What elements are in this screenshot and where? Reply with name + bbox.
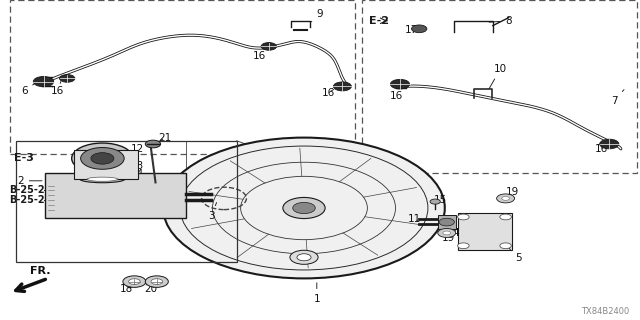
- Circle shape: [81, 148, 124, 169]
- Text: E-2: E-2: [369, 16, 388, 26]
- Text: 12: 12: [115, 144, 144, 155]
- Text: 1: 1: [314, 283, 320, 304]
- Circle shape: [443, 231, 451, 235]
- Circle shape: [261, 43, 276, 50]
- Text: 16: 16: [253, 46, 268, 61]
- Circle shape: [430, 199, 440, 204]
- Text: 7: 7: [611, 90, 624, 106]
- Text: 16: 16: [390, 87, 403, 101]
- Bar: [438, 215, 456, 229]
- Circle shape: [458, 243, 469, 249]
- Text: 6: 6: [21, 83, 35, 96]
- Bar: [458, 213, 512, 250]
- Circle shape: [145, 276, 168, 287]
- Circle shape: [163, 138, 445, 278]
- Bar: [16, 141, 237, 262]
- Text: 9: 9: [310, 9, 323, 22]
- Text: B-25-20: B-25-20: [10, 185, 52, 196]
- Circle shape: [123, 276, 146, 287]
- Text: 21: 21: [159, 132, 172, 143]
- Circle shape: [390, 79, 410, 89]
- Text: 18: 18: [120, 284, 132, 294]
- Circle shape: [502, 196, 509, 200]
- Text: 17: 17: [405, 25, 421, 36]
- Circle shape: [72, 143, 133, 174]
- Circle shape: [151, 279, 163, 284]
- Circle shape: [458, 214, 469, 220]
- Circle shape: [438, 228, 456, 237]
- Circle shape: [412, 25, 427, 33]
- Text: 11: 11: [408, 214, 420, 224]
- Bar: [74, 150, 138, 179]
- Text: TX84B2400: TX84B2400: [580, 307, 629, 316]
- Text: 2: 2: [17, 176, 42, 186]
- Circle shape: [500, 243, 511, 249]
- Text: 19: 19: [506, 187, 518, 197]
- Text: 14: 14: [108, 169, 144, 180]
- Text: 5: 5: [509, 248, 522, 263]
- Text: 4: 4: [447, 227, 459, 238]
- Text: 20: 20: [144, 284, 157, 294]
- Text: 3: 3: [208, 203, 216, 221]
- Circle shape: [60, 75, 75, 82]
- Text: 10: 10: [489, 64, 507, 89]
- Bar: [45, 173, 186, 218]
- Text: 8: 8: [489, 16, 512, 26]
- Text: 19: 19: [442, 233, 454, 244]
- Circle shape: [33, 76, 54, 87]
- Circle shape: [600, 139, 619, 149]
- Circle shape: [129, 279, 140, 284]
- Circle shape: [297, 254, 311, 261]
- Text: 16: 16: [51, 82, 64, 96]
- Bar: [10, 0, 355, 154]
- Text: 16: 16: [322, 88, 335, 98]
- Ellipse shape: [80, 176, 125, 183]
- Circle shape: [145, 140, 161, 148]
- Text: 16: 16: [595, 144, 608, 154]
- Text: 15: 15: [434, 195, 447, 205]
- Text: E-3: E-3: [14, 153, 34, 164]
- Circle shape: [497, 194, 515, 203]
- Circle shape: [292, 202, 316, 214]
- Circle shape: [283, 197, 325, 219]
- Circle shape: [290, 250, 318, 264]
- Circle shape: [439, 218, 454, 226]
- Circle shape: [333, 82, 351, 91]
- Circle shape: [500, 214, 511, 220]
- Bar: [362, 0, 637, 173]
- Text: 13: 13: [124, 161, 144, 178]
- Ellipse shape: [87, 177, 118, 181]
- Text: B-25-21: B-25-21: [10, 195, 52, 205]
- Circle shape: [91, 153, 114, 164]
- Text: FR.: FR.: [30, 266, 51, 276]
